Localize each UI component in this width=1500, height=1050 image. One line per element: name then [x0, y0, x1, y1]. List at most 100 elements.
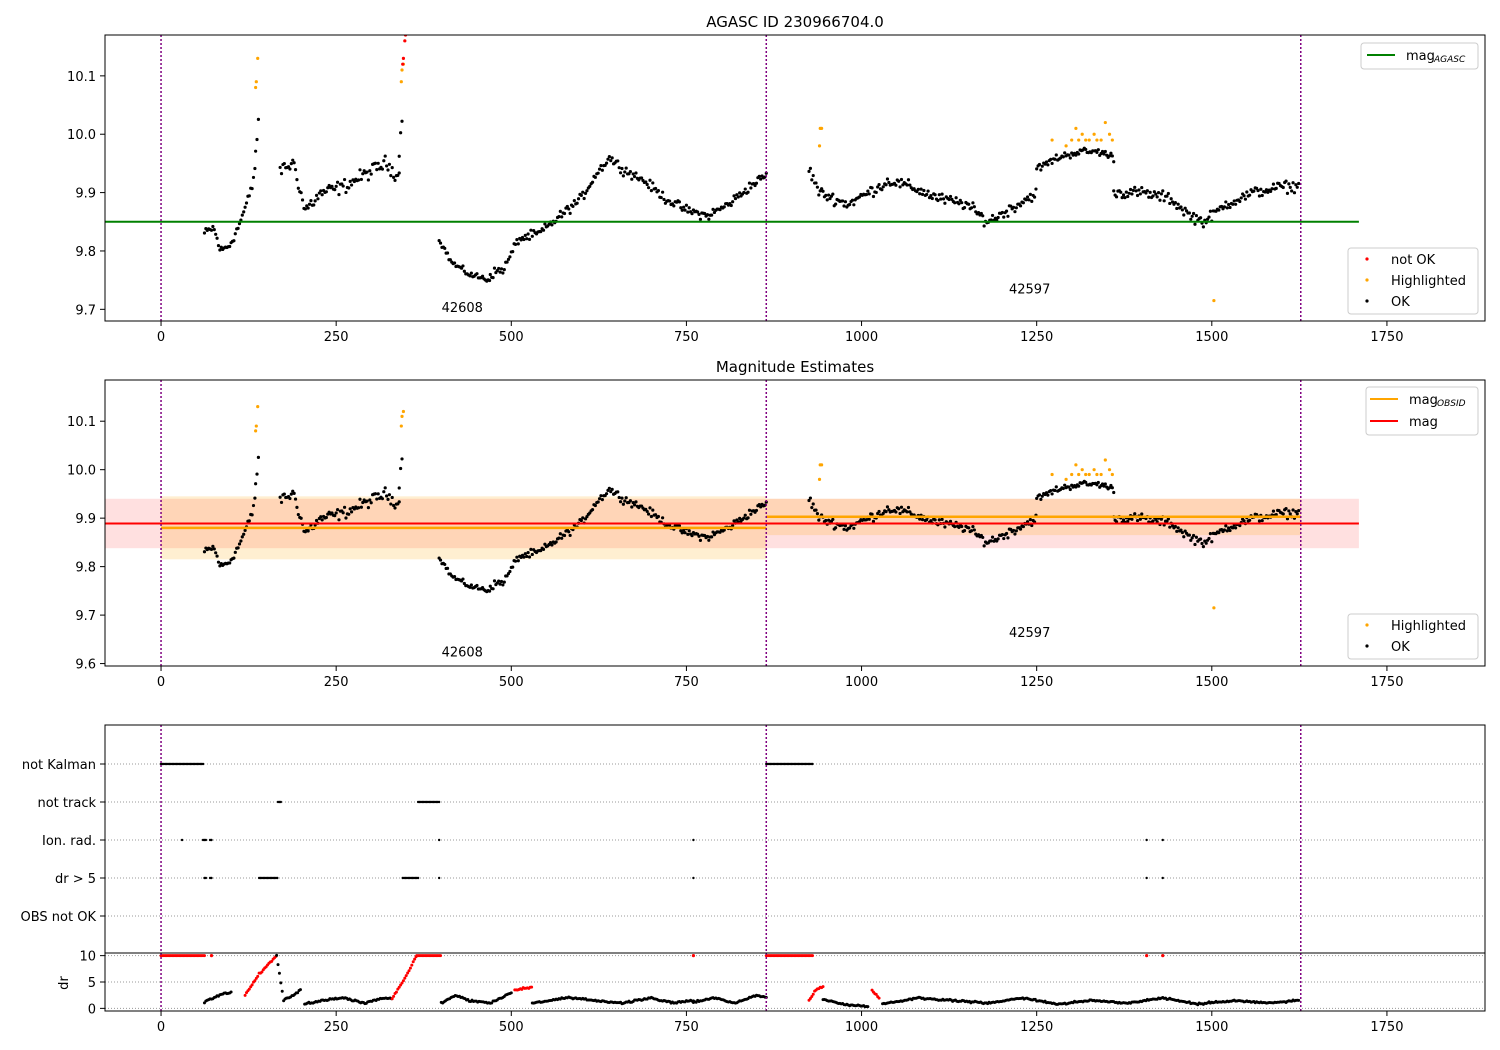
ok-point: [1232, 199, 1236, 203]
ok-point: [764, 500, 768, 504]
ok-point: [475, 272, 479, 276]
x-tick-label: 1000: [845, 1020, 878, 1035]
ok-point: [1297, 181, 1301, 186]
ok-point: [443, 246, 447, 250]
ok-point: [820, 187, 824, 191]
ok-point: [1264, 188, 1269, 192]
dr-point: [280, 989, 284, 993]
ok-point: [299, 191, 303, 195]
ok-point: [746, 516, 750, 520]
ok-point: [300, 198, 305, 202]
ok-point: [390, 166, 394, 170]
ok-point: [516, 242, 520, 246]
ok-point: [828, 196, 832, 201]
ok-point: [558, 532, 562, 536]
ok-point: [253, 496, 257, 500]
ok-point: [996, 537, 1000, 541]
ok-point: [1256, 188, 1260, 193]
ok-point: [1135, 518, 1140, 523]
ok-point: [1190, 536, 1194, 540]
ok-point: [525, 554, 529, 559]
ok-point: [908, 183, 912, 187]
ok-point: [292, 161, 296, 165]
ok-point: [383, 154, 387, 158]
ok-point: [683, 208, 687, 212]
ok-point: [324, 190, 328, 194]
highlighted-point: [1110, 138, 1114, 142]
ok-point: [732, 194, 736, 198]
ok-point: [1144, 191, 1148, 195]
estimates-panel: Magnitude Estimates 42608 42597 0 250 500 75…: [67, 358, 1486, 690]
ok-point: [1288, 185, 1292, 189]
ok-point: [1179, 205, 1183, 209]
ok-point: [1271, 182, 1276, 186]
ok-point: [1245, 190, 1249, 194]
ok-point: [939, 197, 943, 201]
x-tick-label: 1500: [1195, 675, 1228, 690]
ok-point: [1193, 542, 1197, 547]
ok-point: [807, 169, 811, 173]
dr-point: [407, 969, 411, 973]
ok-point: [571, 204, 575, 208]
ok-point: [711, 207, 715, 211]
ok-point: [1151, 194, 1155, 198]
ok-point: [1000, 210, 1004, 215]
ok-point: [250, 513, 254, 517]
ok-point: [462, 269, 466, 273]
ok-point: [438, 241, 443, 245]
ok-point: [1128, 187, 1133, 192]
ok-point: [733, 196, 738, 201]
ok-point: [344, 190, 348, 195]
ok-point: [282, 492, 286, 496]
ok-point: [562, 533, 567, 538]
ok-point: [369, 172, 373, 176]
ok-point: [680, 208, 684, 212]
ok-point: [237, 222, 242, 226]
ok-point: [247, 519, 251, 523]
ok-point: [943, 525, 947, 529]
ok-point: [898, 185, 902, 189]
ok-point: [1040, 164, 1044, 168]
highlighted-point: [399, 80, 403, 84]
ok-point: [526, 232, 530, 236]
ok-point: [1169, 197, 1173, 201]
legend-agasc-sub: AGASC: [1433, 55, 1466, 65]
ok-point: [349, 510, 354, 514]
ok-point: [303, 530, 307, 534]
ok-point: [316, 197, 320, 201]
ok-point: [705, 213, 710, 217]
dr-point: [202, 954, 206, 958]
ok-point: [233, 550, 237, 554]
ok-point: [1248, 518, 1252, 522]
ok-point: [232, 556, 236, 560]
ok-point: [320, 518, 324, 522]
ok-point: [848, 526, 852, 530]
ok-point: [898, 511, 902, 516]
flag-point: [210, 838, 213, 842]
ok-point: [565, 204, 569, 209]
ok-point: [369, 501, 373, 505]
ok-point: [550, 223, 554, 227]
ok-point: [884, 510, 888, 514]
ok-point: [579, 193, 583, 198]
ok-point: [387, 162, 392, 166]
ok-point: [1024, 198, 1028, 202]
ok-point: [400, 457, 404, 461]
ok-point: [1148, 190, 1152, 194]
ok-point: [501, 271, 505, 275]
dr-point: [298, 988, 302, 992]
ok-point: [543, 222, 547, 226]
highlighted-point: [1084, 472, 1088, 477]
ok-point: [1068, 487, 1072, 492]
ok-point: [579, 518, 583, 523]
flag-point: [201, 762, 205, 766]
ok-point: [648, 178, 652, 182]
ok-point: [389, 174, 393, 178]
ok-point: [438, 558, 443, 562]
ok-point: [386, 497, 390, 502]
ok-point: [359, 177, 363, 182]
ok-point: [1191, 211, 1196, 216]
ok-point: [319, 189, 323, 193]
ok-point: [296, 186, 300, 190]
ok-point: [954, 196, 958, 200]
